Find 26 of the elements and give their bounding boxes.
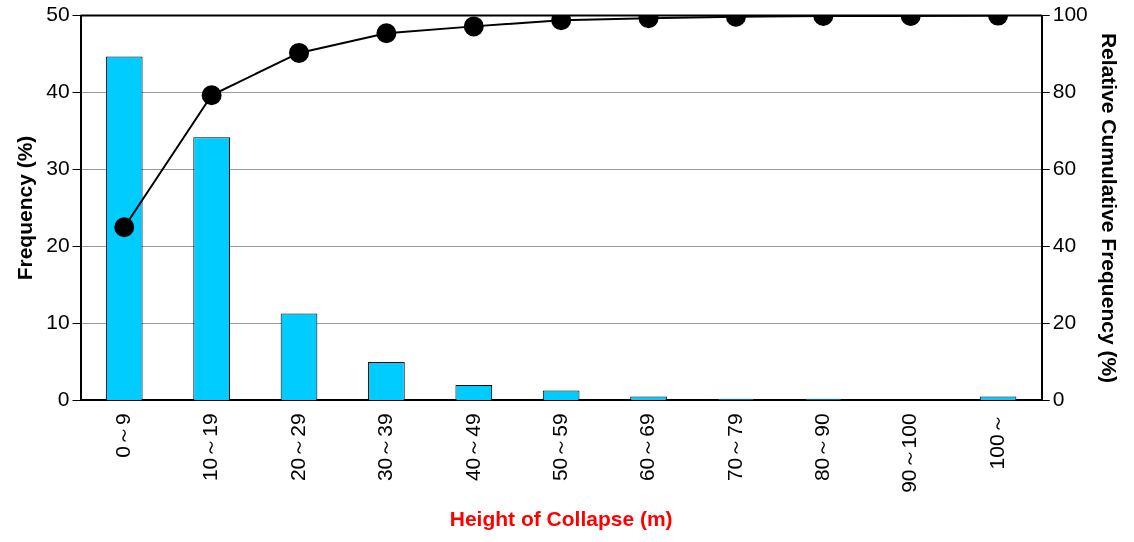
y2-axis-title: Relative Cumulative Frequency (%) — [1097, 32, 1121, 384]
x-tick-label: 20～29 — [285, 413, 309, 482]
x-tick-label: 0～9 — [111, 413, 135, 458]
y2-tick-label: 100 — [1052, 2, 1088, 26]
x-tick-label: 50～59 — [547, 413, 571, 482]
x-tick-label: 40～49 — [460, 413, 484, 482]
y-tick-label: 0 — [57, 387, 70, 411]
y-tick-label: 30 — [46, 156, 70, 180]
y-tick-label: 20 — [46, 233, 70, 257]
x-tick-label: 60～69 — [635, 413, 659, 482]
x-tick-label: 90～100 — [897, 413, 921, 493]
y-tick-label: 40 — [46, 79, 70, 103]
x-tick-label: 100～ — [984, 413, 1008, 470]
y2-tick-label: 20 — [1052, 310, 1077, 334]
y-tick-label: 10 — [46, 310, 70, 334]
x-axis-title: Height of Collapse (m) — [449, 507, 673, 531]
y2-tick-label: 0 — [1052, 387, 1065, 411]
y2-tick-label: 40 — [1052, 233, 1077, 257]
x-tick-label: 80～90 — [810, 413, 834, 482]
y2-tick-label: 60 — [1052, 156, 1077, 180]
x-tick-label: 30～39 — [373, 413, 397, 482]
y-tick-label: 50 — [46, 2, 70, 26]
y-axis-title: Frequency (%) — [13, 135, 37, 281]
x-tick-label: 70～79 — [722, 413, 746, 482]
y2-tick-label: 80 — [1052, 79, 1077, 103]
x-tick-label: 10～19 — [198, 413, 222, 482]
